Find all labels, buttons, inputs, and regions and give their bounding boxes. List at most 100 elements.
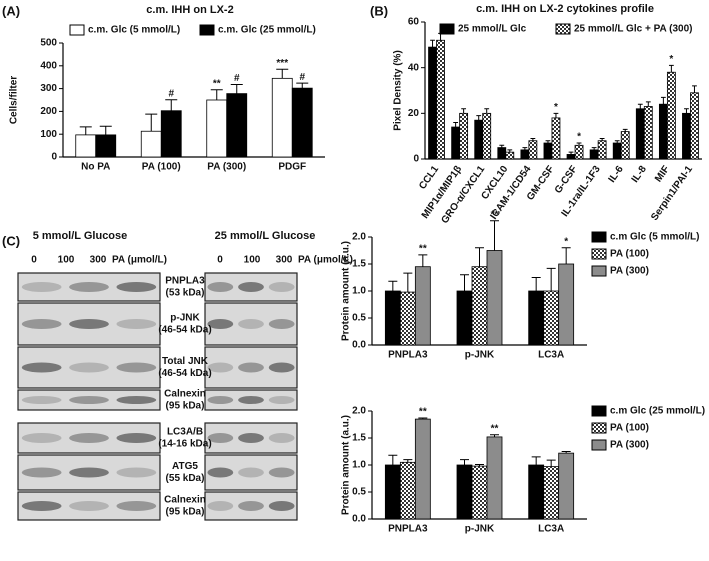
blot-size: (14-16 kDa): [158, 439, 211, 450]
bar: [414, 266, 431, 346]
blot-band: [116, 501, 157, 511]
legend-swatch: [555, 23, 571, 35]
x-tick-label: PNPLA3: [388, 350, 428, 361]
legend-label: 25 mmol/L Glc + PA (300): [574, 24, 692, 35]
blot-band: [268, 467, 295, 478]
error-bar: [499, 144, 505, 148]
y-tick-label: 400: [40, 60, 57, 71]
legend-swatch: [199, 24, 215, 36]
bar: [505, 151, 515, 160]
error-bar: [490, 434, 499, 437]
y-tick-label: 1.0: [352, 460, 366, 471]
lane-label: 0: [31, 255, 37, 266]
blot-band: [207, 282, 234, 292]
lane-label: 100: [58, 255, 75, 266]
blot-protein: Total JNK: [162, 356, 209, 367]
blot-panel: [17, 389, 161, 411]
y-tick-label: 200: [40, 106, 57, 117]
error-bar: [99, 125, 112, 135]
blot-band: [238, 433, 264, 443]
error-bar: [530, 137, 536, 141]
blot-band: [69, 433, 109, 443]
lane-label: 300: [276, 255, 293, 266]
bar: [497, 147, 507, 160]
legend-label: c.m. Glc (25 mmol/L): [218, 25, 316, 36]
bar: [528, 464, 545, 520]
bar: [543, 290, 560, 346]
significance-mark: #: [168, 88, 174, 99]
blot-band: [238, 467, 264, 478]
y-axis-label: Protein amount (a.u.): [341, 241, 352, 341]
bar: [543, 142, 553, 160]
blot-band: [116, 467, 157, 478]
error-bar: [531, 277, 541, 291]
blot-header: 5 mmol/L Glucose: [33, 230, 128, 242]
error-bar: [296, 82, 309, 89]
blot-protein: PNPLA3: [165, 276, 205, 287]
bar: [551, 117, 561, 160]
blot-band: [238, 396, 264, 404]
error-bar: [476, 115, 482, 121]
y-tick-label: 0.0: [352, 514, 366, 525]
legend-swatch: [591, 231, 607, 243]
x-tick-label: IL-8: [630, 164, 649, 185]
significance-mark: *: [554, 102, 558, 113]
legend-swatch: [69, 24, 85, 36]
significance-mark: **: [213, 78, 221, 89]
blot-band: [268, 362, 295, 373]
bar: [456, 290, 473, 346]
bar: [620, 131, 630, 160]
significance-mark: *: [564, 236, 568, 247]
bar: [690, 92, 699, 160]
blot-band: [268, 282, 295, 292]
bar: [471, 465, 488, 520]
x-tick-label: PNPLA3: [388, 524, 428, 535]
bar: [574, 144, 584, 160]
bar: [384, 290, 401, 346]
legend-label: PA (100): [610, 423, 649, 434]
error-bar: [165, 99, 178, 111]
error-bar: [561, 451, 571, 454]
error-bar: [418, 417, 428, 420]
error-bar: [660, 96, 666, 105]
y-tick-label: 0: [51, 152, 57, 163]
lane-unit: PA (μmol/L): [298, 255, 353, 266]
bar: [271, 77, 293, 158]
x-tick-label: p-JNK: [465, 350, 495, 361]
error-bar: [388, 454, 398, 465]
y-axis-label: Protein amount (a.u.): [341, 415, 352, 515]
y-tick-label: 20: [408, 108, 420, 119]
error-bar: [545, 140, 551, 144]
legend-swatch: [591, 422, 607, 434]
bar: [140, 130, 162, 158]
blot-header: 25 mmol/L Glucose: [215, 230, 316, 242]
blot-band: [268, 433, 295, 443]
bar: [399, 461, 416, 520]
significance-mark: *: [669, 54, 673, 65]
blot-band: [268, 319, 295, 329]
error-bar: [599, 137, 605, 141]
lane-label: 0: [217, 255, 223, 266]
error-bar: [668, 64, 674, 73]
legend-swatch: [439, 23, 455, 35]
blot-band: [116, 282, 157, 292]
blot-size: (55 kDa): [166, 473, 205, 484]
bar: [474, 119, 484, 160]
x-tick-label: p-JNK: [465, 524, 495, 535]
lane-unit: PA (μmol/L): [112, 255, 167, 266]
blot-band: [268, 396, 295, 404]
significance-mark: **: [491, 209, 499, 220]
error-bar: [576, 142, 582, 146]
error-bar: [460, 459, 469, 465]
blot-band: [21, 396, 62, 404]
blot-band: [69, 362, 109, 373]
blot-band: [21, 433, 62, 443]
bar: [543, 466, 560, 520]
blot-band: [207, 396, 234, 404]
error-bar: [622, 128, 628, 132]
blot-band: [69, 467, 109, 478]
blot-band: [207, 362, 234, 373]
y-tick-label: 1.5: [352, 433, 366, 444]
bar: [206, 99, 228, 158]
